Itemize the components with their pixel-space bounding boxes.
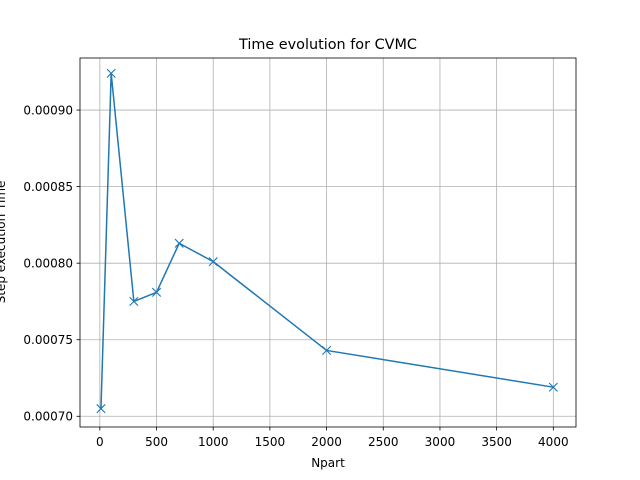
data-point-marker <box>174 238 184 248</box>
x-tick-label: 2000 <box>311 435 342 449</box>
series-line <box>100 72 555 410</box>
data-point-marker <box>321 345 332 356</box>
data-point-marker <box>151 287 162 297</box>
data-point-marker <box>548 382 558 392</box>
data-point-marker <box>208 257 218 267</box>
x-tick-label: 3000 <box>425 435 456 449</box>
chart-title: Time evolution for CVMC <box>238 37 417 53</box>
data-point-marker <box>129 296 139 307</box>
y-axis-label: Step execution Time <box>0 181 8 304</box>
plot-frame <box>79 57 577 428</box>
grid-lines <box>80 58 576 427</box>
x-tick-label: 2500 <box>368 435 399 449</box>
y-tick-label: 0.00075 <box>23 333 73 347</box>
x-tick-label: 4000 <box>538 435 569 449</box>
x-tick-label: 3500 <box>481 435 512 449</box>
series-layer <box>96 68 558 414</box>
x-axis: 0 500 1000 1500 2000 2500 3000 3500 4000 <box>96 427 569 449</box>
plot-area <box>80 58 576 427</box>
y-tick-label: 0.00080 <box>23 256 73 270</box>
y-tick-label: 0.00070 <box>23 410 73 424</box>
y-tick-label: 0.00090 <box>23 103 73 117</box>
x-tick-label: 500 <box>145 435 168 449</box>
data-point-marker <box>106 68 116 78</box>
y-axis: 0.00070 0.00075 0.00080 0.00085 0.00090 <box>23 103 80 424</box>
x-tick-label: 0 <box>96 435 104 449</box>
x-tick-label: 1000 <box>198 435 229 449</box>
x-tick-label: 1500 <box>255 435 286 449</box>
x-axis-label: Npart <box>311 456 345 470</box>
y-tick-label: 0.00085 <box>23 180 73 194</box>
data-point-marker <box>96 404 106 414</box>
